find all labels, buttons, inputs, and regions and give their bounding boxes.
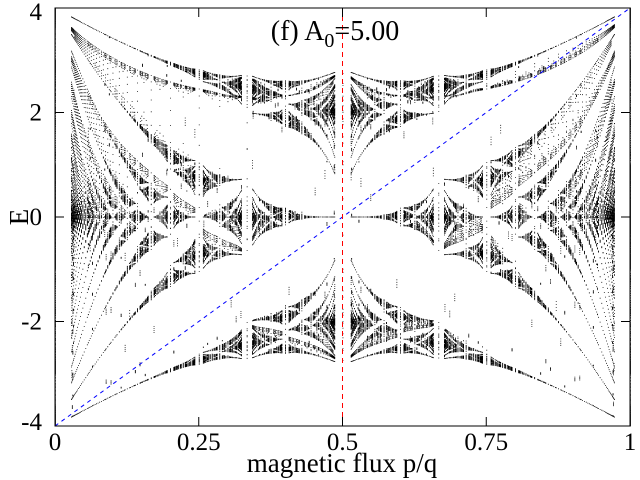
title-subscript: 0 (324, 30, 334, 52)
y-axis: -4 -2 0 2 4 (21, 0, 630, 436)
x-tick-label: 0 (49, 429, 62, 456)
y-tick-label: 2 (30, 100, 43, 127)
x-tick-label: 1 (624, 429, 637, 456)
x-axis: 0 0.25 0.5 0.75 1 (49, 8, 637, 456)
chart-title: (f) A0=5.00 (271, 16, 399, 52)
y-tick-label: 0 (30, 204, 43, 231)
y-tick-label: 4 (30, 0, 43, 26)
x-tick-label: 0.75 (464, 429, 508, 456)
title-suffix: =5.00 (334, 16, 399, 47)
y-tick-label: -2 (21, 309, 42, 336)
x-axis-title: magnetic flux p/q (247, 448, 438, 478)
y-tick-label: -4 (21, 409, 42, 436)
title-prefix: (f) A (271, 16, 325, 47)
x-tick-label: 0.25 (177, 429, 221, 456)
x-tick-label: 0.5 (327, 429, 358, 456)
y-axis-title: E (4, 209, 34, 226)
